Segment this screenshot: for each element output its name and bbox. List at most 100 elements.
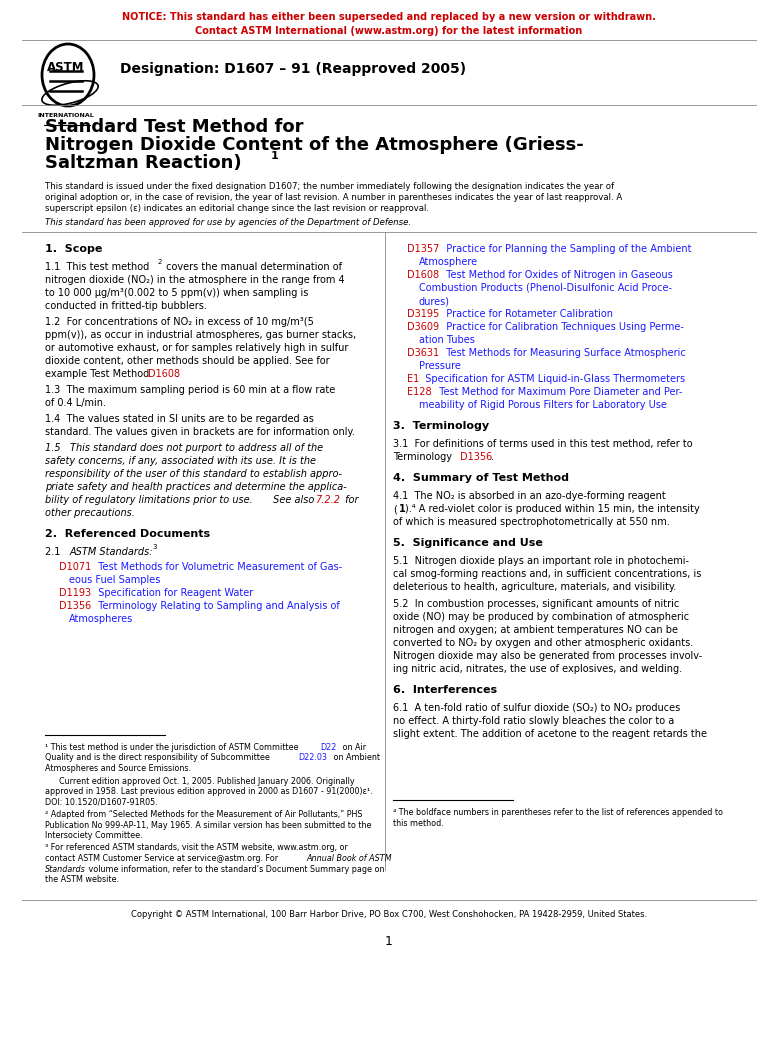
Text: Specification for Reagent Water: Specification for Reagent Water <box>92 588 254 598</box>
Text: eous Fuel Samples: eous Fuel Samples <box>69 575 160 585</box>
Text: ³ For referenced ASTM standards, visit the ASTM website, www.astm.org, or: ³ For referenced ASTM standards, visit t… <box>45 843 348 853</box>
Text: ation Tubes: ation Tubes <box>419 335 475 345</box>
Text: This standard has been approved for use by agencies of the Department of Defense: This standard has been approved for use … <box>45 218 411 227</box>
Text: safety concerns, if any, associated with its use. It is the: safety concerns, if any, associated with… <box>45 456 316 466</box>
Text: Quality and is the direct responsibility of Subcommittee: Quality and is the direct responsibility… <box>45 754 272 762</box>
Text: Current edition approved Oct. 1, 2005. Published January 2006. Originally: Current edition approved Oct. 1, 2005. P… <box>59 777 355 786</box>
Text: approved in 1958. Last previous edition approved in 2000 as D1607 - 91(2000)ε¹.: approved in 1958. Last previous edition … <box>45 787 373 796</box>
Text: 1.4  The values stated in SI units are to be regarded as: 1.4 The values stated in SI units are to… <box>45 414 314 424</box>
Text: D22.03: D22.03 <box>298 754 327 762</box>
Text: E128: E128 <box>407 387 432 397</box>
Text: Test Methods for Measuring Surface Atmospheric: Test Methods for Measuring Surface Atmos… <box>440 348 685 358</box>
Text: Combustion Products (Phenol-Disulfonic Acid Proce-: Combustion Products (Phenol-Disulfonic A… <box>419 283 672 293</box>
Text: meability of Rigid Porous Filters for Laboratory Use: meability of Rigid Porous Filters for La… <box>419 400 667 410</box>
Text: D1608: D1608 <box>407 270 439 280</box>
Text: 6.1  A ten-fold ratio of sulfur dioxide (SO₂) to NO₂ produces: 6.1 A ten-fold ratio of sulfur dioxide (… <box>393 703 680 713</box>
Text: dures): dures) <box>419 296 450 306</box>
Text: Test Method for Oxides of Nitrogen in Gaseous: Test Method for Oxides of Nitrogen in Ga… <box>440 270 673 280</box>
Text: Practice for Rotameter Calibration: Practice for Rotameter Calibration <box>440 309 613 319</box>
Text: 6.  Interferences: 6. Interferences <box>393 685 497 695</box>
Text: this method.: this method. <box>393 818 443 828</box>
Text: 5.1  Nitrogen dioxide plays an important role in photochemi-: 5.1 Nitrogen dioxide plays an important … <box>393 556 689 566</box>
Text: ² Adapted from “Selected Methods for the Measurement of Air Pollutants,” PHS: ² Adapted from “Selected Methods for the… <box>45 810 363 819</box>
Text: 1.  Scope: 1. Scope <box>45 244 103 254</box>
Text: to 10 000 μg/m³(0.002 to 5 ppm(v)) when sampling is: to 10 000 μg/m³(0.002 to 5 ppm(v)) when … <box>45 288 308 298</box>
Text: ppm(v)), as occur in industrial atmospheres, gas burner stacks,: ppm(v)), as occur in industrial atmosphe… <box>45 330 356 340</box>
Text: D1071: D1071 <box>59 562 91 572</box>
Text: 2: 2 <box>158 259 163 265</box>
Text: 1.2  For concentrations of NO₂ in excess of 10 mg/m³(5: 1.2 For concentrations of NO₂ in excess … <box>45 318 314 327</box>
Text: 1.3  The maximum sampling period is 60 min at a flow rate: 1.3 The maximum sampling period is 60 mi… <box>45 385 335 395</box>
Text: Specification for ASTM Liquid-in-Glass Thermometers: Specification for ASTM Liquid-in-Glass T… <box>419 374 685 384</box>
Text: (: ( <box>393 504 397 514</box>
Text: superscript epsilon (ε) indicates an editorial change since the last revision or: superscript epsilon (ε) indicates an edi… <box>45 204 429 213</box>
Text: Terminology: Terminology <box>393 452 455 462</box>
Text: 3.  Terminology: 3. Terminology <box>393 421 489 431</box>
Text: or automotive exhaust, or for samples relatively high in sulfur: or automotive exhaust, or for samples re… <box>45 342 349 353</box>
Text: priate safety and health practices and determine the applica-: priate safety and health practices and d… <box>45 482 347 492</box>
Text: original adoption or, in the case of revision, the year of last revision. A numb: original adoption or, in the case of rev… <box>45 193 622 202</box>
Text: of which is measured spectrophotometrically at 550 nm.: of which is measured spectrophotometrica… <box>393 517 670 527</box>
Text: 4.  Summary of Test Method: 4. Summary of Test Method <box>393 473 569 483</box>
Text: D1357: D1357 <box>407 244 440 254</box>
Text: DOI: 10.1520/D1607-91R05.: DOI: 10.1520/D1607-91R05. <box>45 797 158 807</box>
Text: Designation: D1607 – 91 (Reapproved 2005): Designation: D1607 – 91 (Reapproved 2005… <box>120 62 466 76</box>
Text: Nitrogen Dioxide Content of the Atmosphere (Griess-: Nitrogen Dioxide Content of the Atmosphe… <box>45 136 584 154</box>
Text: 2.  Referenced Documents: 2. Referenced Documents <box>45 529 210 539</box>
Text: on Ambient: on Ambient <box>331 754 380 762</box>
Text: Intersociety Committee.: Intersociety Committee. <box>45 831 142 840</box>
Text: of 0.4 L/min.: of 0.4 L/min. <box>45 398 106 408</box>
Text: 1: 1 <box>385 935 393 948</box>
Text: Copyright © ASTM International, 100 Barr Harbor Drive, PO Box C700, West Conshoh: Copyright © ASTM International, 100 Barr… <box>131 910 647 919</box>
Text: converted to NO₂ by oxygen and other atmospheric oxidants.: converted to NO₂ by oxygen and other atm… <box>393 638 693 648</box>
Text: conducted in fritted-tip bubblers.: conducted in fritted-tip bubblers. <box>45 301 207 311</box>
Text: no effect. A thirty-fold ratio slowly bleaches the color to a: no effect. A thirty-fold ratio slowly bl… <box>393 716 675 726</box>
Text: example Test Method: example Test Method <box>45 369 152 379</box>
Text: D1608: D1608 <box>148 369 180 379</box>
Text: 1: 1 <box>399 504 406 514</box>
Text: 5.  Significance and Use: 5. Significance and Use <box>393 538 543 548</box>
Text: for: for <box>342 496 359 505</box>
Text: ASTM Standards:: ASTM Standards: <box>70 547 153 557</box>
Text: INTERNATIONAL: INTERNATIONAL <box>37 113 94 118</box>
Text: dioxide content, other methods should be applied. See for: dioxide content, other methods should be… <box>45 356 330 366</box>
Text: nitrogen dioxide (NO₂) in the atmosphere in the range from 4: nitrogen dioxide (NO₂) in the atmosphere… <box>45 275 345 285</box>
Text: 1.5: 1.5 <box>45 443 67 453</box>
Text: D3609: D3609 <box>407 322 439 332</box>
Text: Annual Book of ASTM: Annual Book of ASTM <box>306 854 391 863</box>
Text: Contact ASTM International (www.astm.org) for the latest information: Contact ASTM International (www.astm.org… <box>195 26 583 36</box>
Text: 5.2  In combustion processes, significant amounts of nitric: 5.2 In combustion processes, significant… <box>393 599 679 609</box>
Text: deleterious to health, agriculture, materials, and visibility.: deleterious to health, agriculture, mate… <box>393 582 676 592</box>
Text: Nitrogen dioxide may also be generated from processes involv-: Nitrogen dioxide may also be generated f… <box>393 651 703 661</box>
Text: ).⁴ A red-violet color is produced within 15 min, the intensity: ).⁴ A red-violet color is produced withi… <box>405 504 699 514</box>
Text: Terminology Relating to Sampling and Analysis of: Terminology Relating to Sampling and Ana… <box>92 601 340 611</box>
Text: responsibility of the user of this standard to establish appro-: responsibility of the user of this stand… <box>45 469 342 479</box>
Text: Atmospheres: Atmospheres <box>69 614 133 624</box>
Text: This standard is issued under the fixed designation D1607; the number immediatel: This standard is issued under the fixed … <box>45 182 614 191</box>
Text: 2.1: 2.1 <box>45 547 67 557</box>
Text: D1356: D1356 <box>59 601 91 611</box>
Text: 1: 1 <box>271 151 279 161</box>
Text: oxide (NO) may be produced by combination of atmospheric: oxide (NO) may be produced by combinatio… <box>393 612 689 623</box>
Text: contact ASTM Customer Service at service@astm.org. For: contact ASTM Customer Service at service… <box>45 854 281 863</box>
Text: D3195: D3195 <box>407 309 440 319</box>
Text: bility of regulatory limitations prior to use.: bility of regulatory limitations prior t… <box>45 496 253 505</box>
Text: ⁴ The boldface numbers in parentheses refer to the list of references appended t: ⁴ The boldface numbers in parentheses re… <box>393 808 723 817</box>
Text: cal smog-forming reactions and, in sufficient concentrations, is: cal smog-forming reactions and, in suffi… <box>393 569 702 579</box>
Text: 3.1  For definitions of terms used in this test method, refer to: 3.1 For definitions of terms used in thi… <box>393 439 692 449</box>
Text: ing nitric acid, nitrates, the use of explosives, and welding.: ing nitric acid, nitrates, the use of ex… <box>393 664 682 674</box>
Text: Saltzman Reaction): Saltzman Reaction) <box>45 154 242 172</box>
Text: NOTICE: This standard has either been superseded and replaced by a new version o: NOTICE: This standard has either been su… <box>122 12 656 22</box>
Text: Publication No 999-AP-11, May 1965. A similar version has been submitted to the: Publication No 999-AP-11, May 1965. A si… <box>45 820 372 830</box>
Text: the ASTM website.: the ASTM website. <box>45 875 119 884</box>
Text: E1: E1 <box>407 374 419 384</box>
Text: D3631: D3631 <box>407 348 439 358</box>
Text: 7.2.2: 7.2.2 <box>315 496 340 505</box>
Text: 4.1  The NO₂ is absorbed in an azo-dye-forming reagent: 4.1 The NO₂ is absorbed in an azo-dye-fo… <box>393 491 666 501</box>
Text: volume information, refer to the standard’s Document Summary page on: volume information, refer to the standar… <box>86 864 384 873</box>
Text: This standard does not purport to address all of the: This standard does not purport to addres… <box>70 443 323 453</box>
Text: 3: 3 <box>152 544 156 550</box>
Text: Pressure: Pressure <box>419 361 461 371</box>
Text: See also: See also <box>270 496 317 505</box>
Text: standard. The values given in brackets are for information only.: standard. The values given in brackets a… <box>45 427 355 437</box>
